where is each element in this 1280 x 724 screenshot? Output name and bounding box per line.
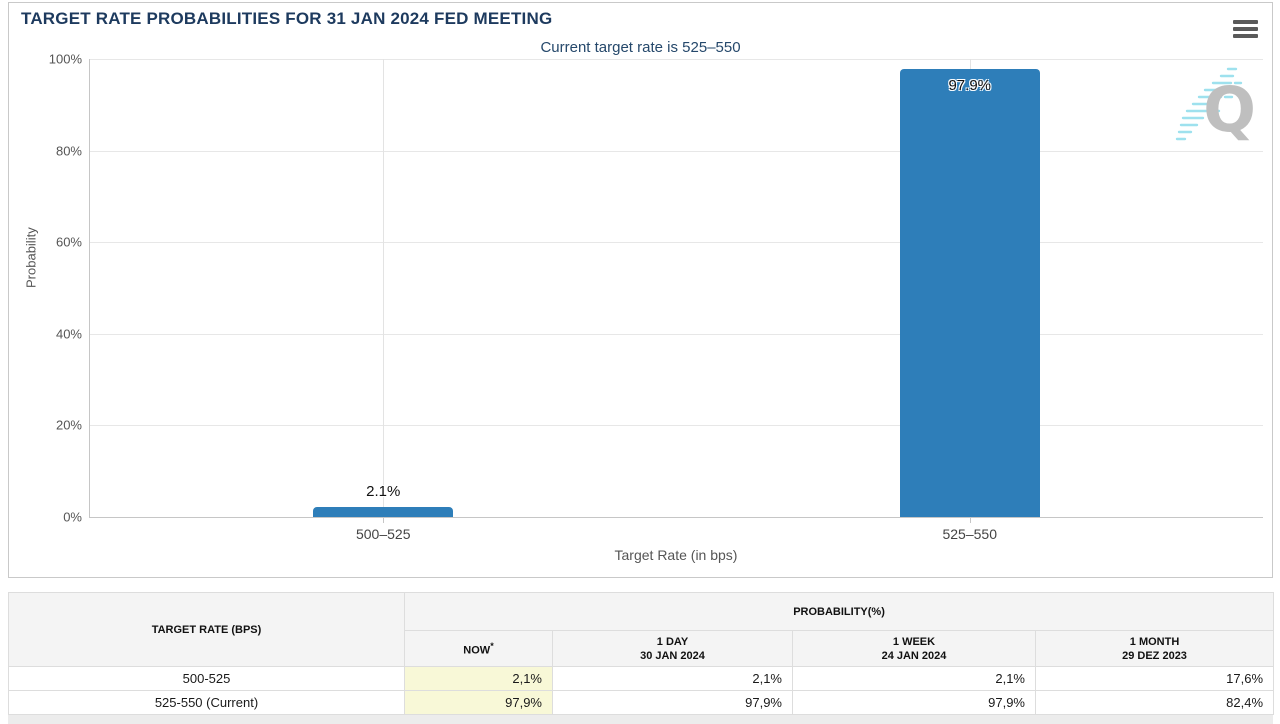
x-category-label: 500–525	[355, 526, 411, 542]
col-header-now: NOW*	[404, 630, 553, 667]
one-week-value-cell: 97,9%	[792, 690, 1036, 715]
chart-bar-500-525[interactable]	[313, 507, 454, 517]
q-watermark-logo: Q	[1174, 63, 1256, 153]
period-date: 29 DEZ 2023	[1122, 649, 1187, 662]
footer-strip	[8, 715, 1273, 724]
table-row: 525-550 (Current) 97,9% 97,9% 97,9% 82,4…	[8, 690, 1275, 715]
col-header-target-rate: TARGET RATE (BPS)	[8, 592, 405, 667]
gridline	[90, 242, 1263, 244]
period-date: 30 JAN 2024	[640, 649, 705, 662]
y-tick-label: 0%	[63, 509, 82, 525]
gridline	[90, 150, 1263, 152]
period-label: 1 MONTH	[1129, 635, 1180, 648]
one-day-value-cell: 97,9%	[552, 690, 793, 715]
period-label: 1 WEEK	[892, 635, 936, 648]
watermark-dashes-icon	[1175, 67, 1243, 141]
chart-panel: TARGET RATE PROBABILITIES FOR 31 JAN 202…	[8, 2, 1273, 578]
col-header-probability-group: PROBABILITY(%)	[403, 592, 1275, 631]
y-axis-title: Probability	[23, 227, 39, 288]
menu-bar	[1233, 34, 1258, 38]
period-label: 1 DAY	[656, 635, 689, 648]
gridline	[90, 333, 1263, 335]
y-tick-label: 60%	[55, 234, 82, 250]
gridline	[90, 59, 1263, 60]
probability-table: TARGET RATE (BPS) PROBABILITY(%) NOW* 1 …	[8, 592, 1275, 715]
y-tick-label: 100%	[48, 51, 82, 67]
rate-cell: 525-550 (Current)	[8, 690, 405, 715]
one-month-value-cell: 17,6%	[1034, 666, 1275, 691]
chart-title: TARGET RATE PROBABILITIES FOR 31 JAN 202…	[21, 9, 553, 28]
col-header-1-week: 1 WEEK 24 JAN 2024	[792, 630, 1036, 667]
menu-bar	[1233, 20, 1258, 24]
y-tick-label: 40%	[55, 326, 82, 342]
bar-data-label: 97.9%	[948, 76, 992, 94]
bar-data-label: 2.1%	[366, 483, 401, 501]
x-axis-title: Target Rate (in bps)	[614, 547, 738, 563]
col-header-1-month: 1 MONTH 29 DEZ 2023	[1034, 630, 1275, 667]
gridline	[383, 59, 385, 517]
rate-cell: 500-525	[8, 666, 405, 691]
now-asterisk: *	[490, 640, 494, 651]
table-row: 500-525 2,1% 2,1% 2,1% 17,6%	[8, 666, 1275, 691]
y-tick-label: 20%	[55, 417, 82, 433]
q-letter: Q	[1203, 73, 1256, 146]
chart-plot-area: 100% 80% 60% 40% 20% 0% 2.1% 97.9% 500–5…	[49, 52, 1263, 542]
x-category-label: 525–550	[942, 526, 997, 542]
x-tick	[969, 517, 971, 523]
one-month-value-cell: 82,4%	[1034, 690, 1275, 715]
period-date: 24 JAN 2024	[881, 649, 947, 662]
y-tick-label: 80%	[55, 143, 82, 159]
probability-table-panel: TARGET RATE (BPS) PROBABILITY(%) NOW* 1 …	[8, 592, 1275, 715]
col-header-1-day: 1 DAY 30 JAN 2024	[552, 630, 793, 667]
chart-bar-525-550[interactable]	[899, 68, 1040, 517]
chart-subtitle: Current target rate is 525–550	[540, 39, 741, 56]
gridline	[90, 425, 1263, 427]
hamburger-menu-icon[interactable]	[1233, 20, 1258, 38]
x-tick	[383, 517, 385, 523]
one-week-value-cell: 2,1%	[792, 666, 1036, 691]
now-value-cell: 2,1%	[404, 666, 553, 691]
menu-bar	[1233, 27, 1258, 31]
now-value-cell: 97,9%	[404, 690, 553, 715]
now-label: NOW	[463, 644, 491, 657]
one-day-value-cell: 2,1%	[552, 666, 793, 691]
